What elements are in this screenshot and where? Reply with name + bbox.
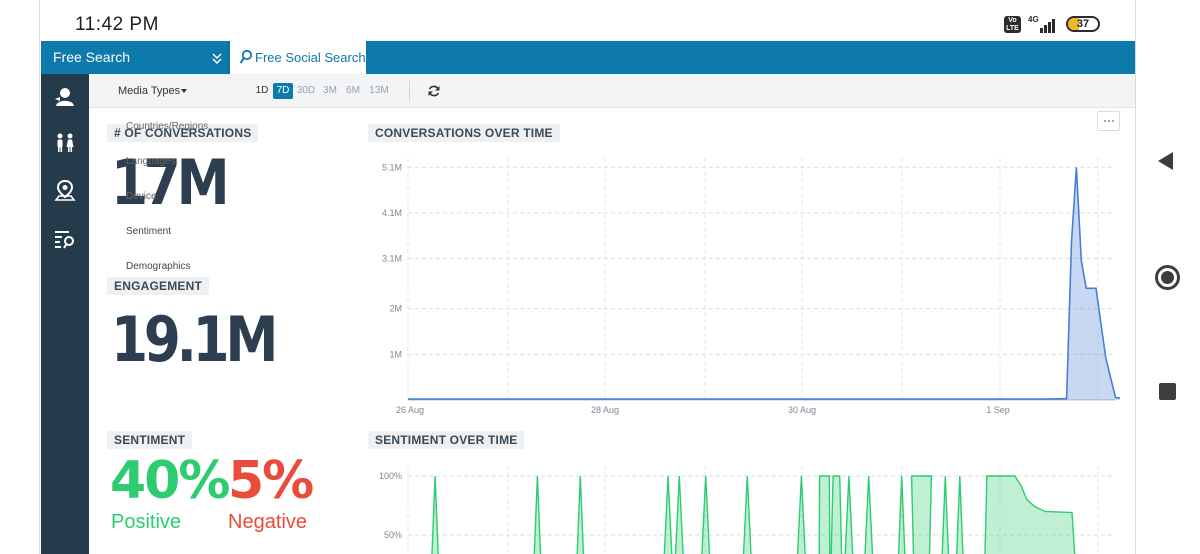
sentiment-spike [818,475,831,554]
y-tick-label: 3.1M [382,254,402,264]
sentiment-spike [844,475,854,554]
user-icon[interactable] [53,85,77,109]
network-type: 4G [1028,15,1039,24]
tab-free-social-search[interactable]: Free Social Search [230,41,366,74]
x-tick-label: 28 Aug [591,405,619,415]
dropdown-item-countries[interactable]: Countries/Regions [126,121,209,132]
list-search-icon[interactable] [53,227,77,251]
dropdown-item-device[interactable]: Device [126,191,157,202]
battery-icon: 37 [1066,16,1100,32]
double-chevron-down-icon [212,53,222,65]
volte-icon: Vo LTE [1004,16,1021,33]
home-icon[interactable] [1155,265,1180,290]
recent-apps-icon[interactable] [1159,383,1176,400]
dropdown-item-languages[interactable]: Languages [126,156,176,167]
conversations-chart-title: CONVERSATIONS OVER TIME [368,124,560,142]
toolbar: Media Types 1D 7D 30D 3M 6M 13M [89,74,1135,108]
negative-value: 5% [228,451,314,511]
y-tick-label: 2M [389,304,402,314]
signal-icon [1037,15,1057,33]
sentiment-spike [910,475,933,554]
x-tick-label: 26 Aug [396,405,424,415]
range-30d[interactable]: 30D [296,85,316,96]
range-13m[interactable]: 13M [369,85,389,96]
sentiment-chart-title: SENTIMENT OVER TIME [368,431,525,449]
app-header: Free Search Free Social Search [41,41,1135,74]
y-tick-label: 100% [379,471,402,481]
range-3m[interactable]: 3M [323,85,337,96]
x-tick-label: 1 Sep [986,405,1010,415]
y-tick-label: 5.1M [382,162,402,172]
conversations-value: 17M [111,146,230,219]
conversations-label: # OF CONVERSATIONS [107,124,259,142]
battery-fill [1068,18,1080,30]
sentiment-spike [742,475,752,554]
sentiment-spike [674,475,684,554]
y-tick-label: 50% [384,530,402,540]
conversations-over-time-chart: 1M 2M 3.1M 4.1M 5.1M 26 Aug 28 Aug 30 Aug 1 Sep [360,148,1120,418]
series-area [408,167,1120,400]
sentiment-spike [663,475,673,554]
battery-level: 37 [1076,18,1090,30]
dropdown-item-demographics[interactable]: Demographics [126,261,191,272]
engagement-value: 19.1M [111,303,278,376]
sentiment-spike [431,475,439,554]
y-tick-label: 1M [389,349,402,359]
dropdown-item-sentiment[interactable]: Sentiment [126,226,172,237]
engagement-label: ENGAGEMENT [107,277,210,295]
location-pin-icon[interactable] [53,179,77,203]
back-icon[interactable] [1158,152,1173,170]
caret-down-icon [181,89,187,93]
search-icon [239,49,253,64]
range-6m[interactable]: 6M [346,85,360,96]
sentiment-spike [701,475,711,554]
navigation-bar [1135,0,1200,554]
status-time: 11:42 PM [75,14,159,35]
sentiment-over-time-chart: 100% 50% [360,455,1120,554]
search-type-select[interactable]: Free Search [41,41,229,74]
left-bezel [0,0,40,554]
x-tick-label: 30 Aug [788,405,816,415]
sentiment-spike [955,475,964,554]
sentiment-spike [796,475,806,554]
people-icon[interactable] [53,131,77,155]
refresh-icon[interactable] [427,84,441,98]
sentiment-label: SENTIMENT [107,431,193,449]
positive-label: Positive [111,511,182,533]
status-bar: 11:42 PM Vo LTE 4G 37 [41,0,1135,41]
positive-value: 40% [110,451,230,511]
media-types-dropdown[interactable]: Media Types [118,85,181,97]
negative-label: Negative [228,511,307,533]
sentiment-spike [864,475,874,554]
sentiment-spike [830,475,843,554]
more-options-button[interactable] [1097,111,1120,131]
range-7d[interactable]: 7D [273,83,293,99]
series-line [408,167,1120,400]
tab-label: Free Social Search [255,50,366,65]
sentiment-spike [533,475,542,554]
sentiment-spike [897,475,906,554]
sentiment-spike [576,475,585,554]
sidebar [41,74,89,554]
sentiment-spike [941,475,950,554]
toolbar-divider [409,81,410,101]
sentiment-plateau [984,475,1076,554]
range-1d[interactable]: 1D [255,85,269,96]
y-tick-label: 4.1M [382,208,402,218]
search-type-label: Free Search [53,49,131,65]
